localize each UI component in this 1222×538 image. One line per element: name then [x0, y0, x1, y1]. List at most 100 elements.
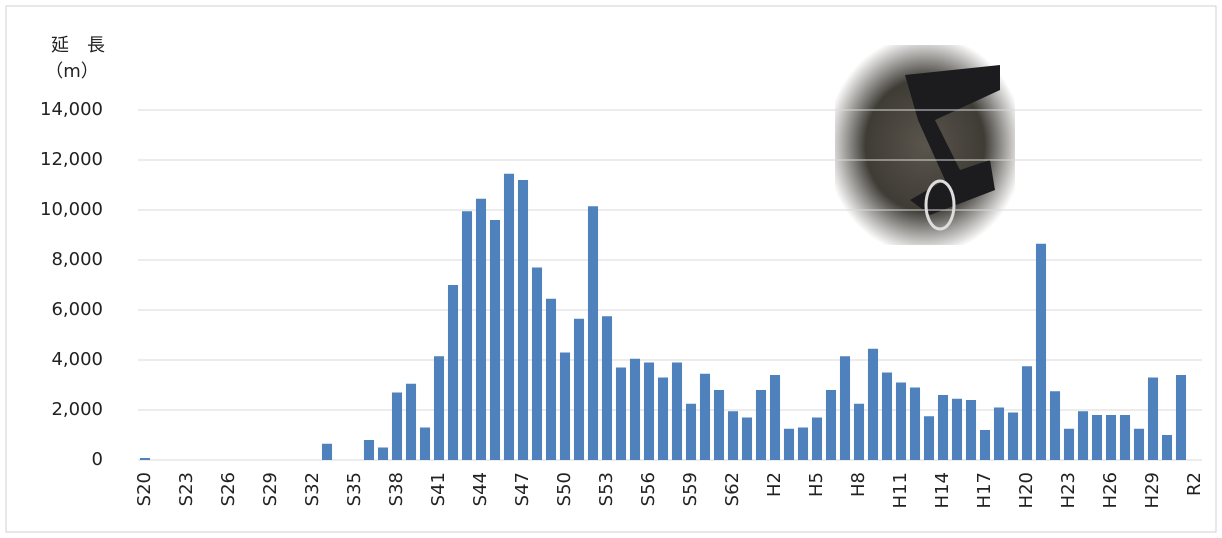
- bar: [629, 358, 641, 460]
- bar: [615, 367, 627, 460]
- bar: [321, 443, 333, 460]
- x-tick-label: S47: [512, 472, 533, 506]
- y-tick-label: 0: [92, 449, 103, 470]
- bar: [909, 387, 921, 460]
- x-tick-label: S50: [554, 472, 575, 506]
- bar: [1063, 428, 1075, 460]
- bar: [923, 416, 935, 460]
- bar: [853, 403, 865, 460]
- bar: [643, 362, 655, 460]
- bar: [937, 395, 949, 460]
- bar: [811, 417, 823, 460]
- x-tick-label: H26: [1100, 472, 1121, 508]
- x-tick-label: S32: [302, 472, 323, 506]
- x-tick-label: S62: [722, 472, 743, 506]
- bar: [1077, 411, 1089, 460]
- bar: [363, 440, 375, 460]
- bar: [419, 427, 431, 460]
- bar: [895, 382, 907, 460]
- bar: [965, 400, 977, 460]
- x-tick-label: S35: [344, 472, 365, 506]
- y-tick-label: 6,000: [51, 299, 103, 320]
- bar: [755, 390, 767, 460]
- x-tick-label: S53: [596, 472, 617, 506]
- bar: [1133, 428, 1145, 460]
- x-tick-label: H17: [974, 472, 995, 508]
- bar: [1091, 415, 1103, 460]
- x-tick-label: H14: [932, 472, 953, 508]
- y-tick-label: 14,000: [40, 99, 103, 120]
- photo: [835, 45, 1015, 245]
- bar: [671, 362, 683, 460]
- bar: [573, 318, 585, 460]
- bar: [685, 403, 697, 460]
- bar: [503, 173, 515, 460]
- bar: [1119, 415, 1131, 460]
- x-tick-label: H20: [1016, 472, 1037, 508]
- bar: [713, 390, 725, 460]
- x-tick-label: S41: [428, 472, 449, 506]
- x-tick-label: H29: [1142, 472, 1163, 508]
- x-tick-label: H11: [890, 472, 911, 508]
- y-axis-label: 延 長: [51, 35, 105, 56]
- bar: [1021, 366, 1033, 460]
- bar: [657, 377, 669, 460]
- bar: [1175, 375, 1187, 460]
- bar: [1007, 412, 1019, 460]
- bar: [447, 285, 459, 460]
- bar: [475, 198, 487, 460]
- bar: [825, 390, 837, 460]
- bar: [587, 206, 599, 460]
- bar: [391, 392, 403, 460]
- bar: [517, 180, 529, 460]
- x-tick-label: S44: [470, 472, 491, 506]
- y-tick-label: 2,000: [51, 399, 103, 420]
- bar: [741, 417, 753, 460]
- x-tick-label: S29: [260, 472, 281, 506]
- bar: [727, 411, 739, 460]
- y-tick-label: 4,000: [51, 349, 103, 370]
- bar: [139, 458, 151, 460]
- bar: [979, 430, 991, 460]
- bar: [1161, 435, 1173, 460]
- bar: [377, 447, 389, 460]
- x-tick-label: S20: [134, 472, 155, 506]
- x-tick-label: H8: [848, 472, 869, 497]
- bar: [839, 356, 851, 460]
- x-tick-label: R2: [1184, 472, 1205, 496]
- bar: [531, 267, 543, 460]
- frame: [5, 5, 1217, 533]
- x-tick-label: H5: [806, 472, 827, 497]
- bar: [601, 316, 613, 460]
- bar: [867, 348, 879, 460]
- bar: [461, 211, 473, 460]
- bar: [405, 383, 417, 460]
- bar: [699, 373, 711, 460]
- x-tick-label: S59: [680, 472, 701, 506]
- x-tick-label: S26: [218, 472, 239, 506]
- x-tick-label: S56: [638, 472, 659, 506]
- x-tick-label: S23: [176, 472, 197, 506]
- bar: [559, 352, 571, 460]
- bar: [993, 407, 1005, 460]
- bar: [881, 372, 893, 460]
- y-tick-label: 10,000: [40, 199, 103, 220]
- bar: [769, 375, 781, 460]
- bar: [797, 427, 809, 460]
- bar: [1147, 377, 1159, 460]
- bar: [545, 298, 557, 460]
- bar: [489, 220, 501, 460]
- bar: [1105, 415, 1117, 460]
- bar: [783, 428, 795, 460]
- x-tick-label: H23: [1058, 472, 1079, 508]
- bar: [433, 356, 445, 460]
- bar: [1035, 243, 1047, 460]
- bar: [951, 398, 963, 460]
- x-tick-label: S38: [386, 472, 407, 506]
- y-tick-label: 12,000: [40, 149, 103, 170]
- y-tick-label: 8,000: [51, 249, 103, 270]
- x-tick-label: H2: [764, 472, 785, 497]
- y-axis-unit: （m）: [45, 61, 99, 82]
- bar: [1049, 391, 1061, 460]
